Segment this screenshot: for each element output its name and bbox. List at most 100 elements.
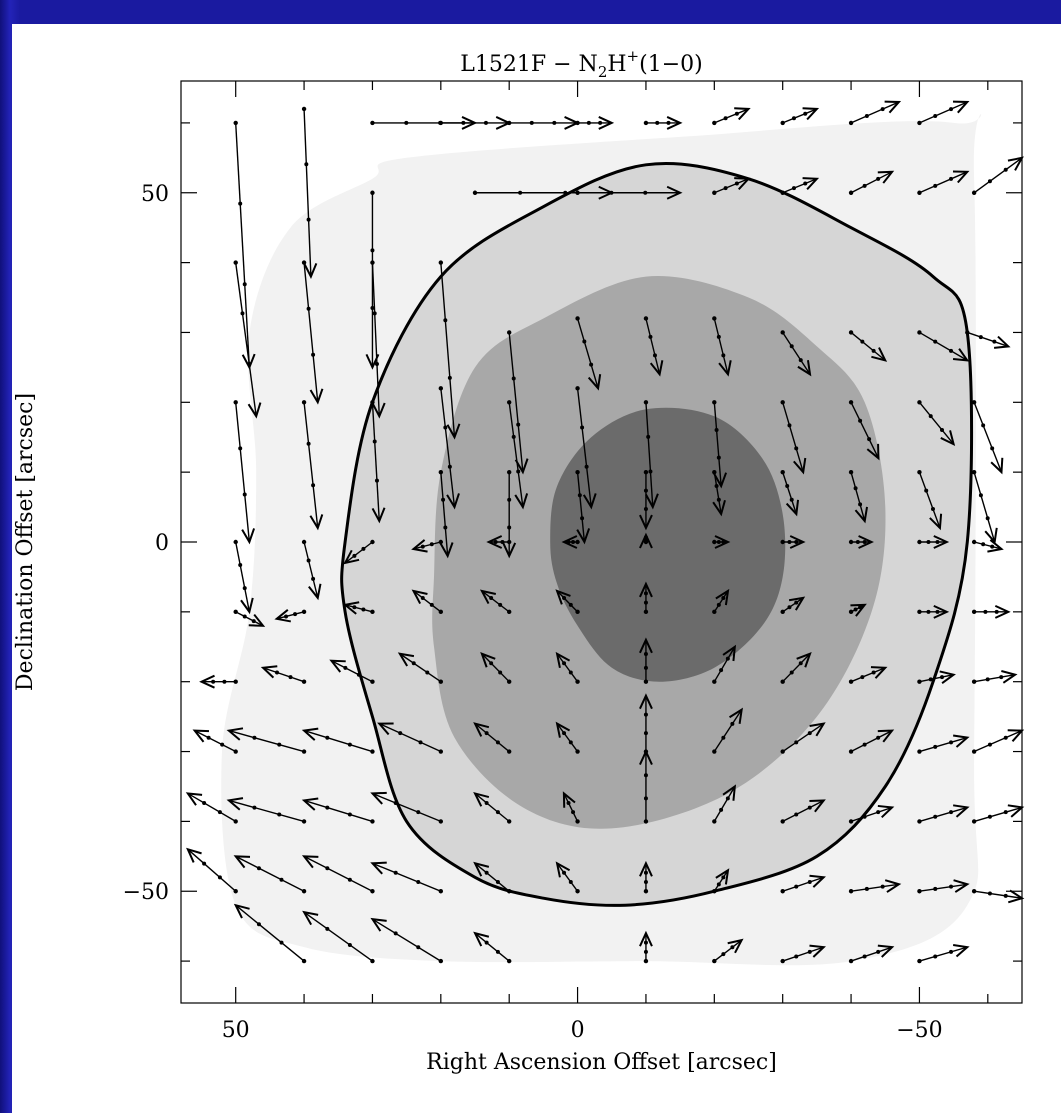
arrow-marker	[789, 344, 794, 349]
arrow-82	[917, 734, 970, 754]
arrow-marker	[949, 176, 954, 181]
arrow-marker	[643, 665, 648, 670]
arrow-marker	[580, 425, 585, 430]
grid-point	[575, 679, 580, 684]
arrow-marker	[716, 882, 721, 887]
arrow-head	[952, 944, 970, 958]
arrow-head	[877, 804, 895, 819]
arrow-55	[712, 588, 730, 615]
grid-point	[506, 889, 512, 894]
arrow-marker	[571, 810, 576, 815]
grid-point	[780, 330, 785, 335]
arrow-marker	[643, 488, 648, 493]
arrow-shaft	[850, 471, 866, 522]
arrow-shaft	[919, 736, 968, 753]
grid-point	[712, 889, 717, 894]
arrow-marker	[734, 111, 739, 116]
arrow-marker	[714, 427, 719, 432]
arrow-shaft	[713, 939, 743, 962]
arrow-1	[301, 106, 318, 279]
arrow-shaft	[782, 799, 825, 823]
arrow-head	[303, 262, 318, 279]
arrow-44	[780, 535, 806, 549]
grid-point	[971, 469, 977, 475]
arrow-7	[712, 316, 732, 377]
grid-point	[506, 330, 512, 335]
arrow-marker	[719, 807, 724, 812]
arrow-3	[438, 260, 461, 440]
arrow-shaft	[303, 402, 319, 529]
arrow-marker	[933, 886, 938, 891]
arrow-112	[639, 930, 653, 964]
title-subscript: 2	[598, 63, 608, 81]
arrow-102	[639, 860, 653, 894]
arrow-shaft	[782, 946, 824, 962]
arrow-head	[370, 917, 387, 932]
arrow-head	[789, 535, 806, 549]
arrow-marker	[924, 488, 929, 493]
grid-point	[780, 889, 785, 894]
arrow-shaft	[919, 674, 954, 683]
arrow-head	[713, 472, 728, 489]
arrow-marker	[807, 949, 812, 954]
grid-point	[917, 469, 922, 475]
arrow-marker	[279, 940, 284, 945]
grid-point	[233, 749, 238, 754]
arrow-marker	[853, 607, 858, 612]
grid-point	[971, 819, 977, 824]
arrow-130	[848, 170, 895, 195]
grid-point	[780, 609, 785, 615]
grid-point	[643, 819, 649, 824]
arrow-marker	[507, 497, 512, 502]
arrow-31	[712, 469, 726, 517]
arrow-marker	[374, 362, 379, 367]
arrow-marker	[949, 810, 954, 815]
contour-level-4	[550, 407, 786, 682]
arrow-marker	[794, 446, 799, 451]
arrow-73	[226, 727, 307, 754]
arrow-head	[233, 903, 250, 919]
arrow-shaft	[850, 604, 866, 613]
arrow-marker	[721, 735, 726, 740]
arrow-head	[952, 348, 970, 362]
arrow-head	[192, 729, 210, 743]
title-prefix: L1521F − N	[460, 52, 598, 77]
arrow-marker	[655, 120, 660, 125]
arrow-marker	[643, 880, 648, 885]
arrow-shaft	[276, 611, 305, 620]
grid-point	[917, 749, 922, 754]
arrow-head	[734, 177, 751, 190]
arrow-40	[486, 535, 512, 549]
arrow-marker	[992, 339, 997, 344]
arrow-marker	[277, 812, 282, 817]
arrow-marker	[256, 866, 261, 871]
grid-point	[233, 120, 238, 126]
arrow-head	[987, 539, 1004, 553]
arrow-marker	[860, 675, 865, 680]
grid-point	[233, 679, 238, 684]
arrow-marker	[794, 600, 799, 605]
arrow-24	[233, 400, 256, 545]
arrow-marker	[529, 120, 534, 125]
arrow-49	[274, 609, 307, 623]
arrow-shaft	[713, 590, 729, 613]
arrow-0	[233, 120, 256, 370]
arrow-marker	[794, 884, 799, 889]
arrow-marker	[489, 661, 494, 666]
grid-point	[917, 539, 922, 545]
arrow-shaft	[713, 318, 729, 375]
arrow-marker	[1003, 810, 1008, 815]
arrow-shaft	[919, 171, 968, 194]
arrow-head	[301, 797, 319, 811]
arrow-shaft	[440, 472, 449, 557]
arrow-marker	[643, 796, 648, 801]
grid-point	[643, 889, 649, 894]
grid-point	[712, 609, 717, 615]
arrow-marker	[725, 656, 730, 661]
arrow-marker	[347, 742, 352, 747]
grid-point	[971, 400, 977, 405]
arrow-shaft	[576, 318, 599, 389]
grid-point	[971, 679, 977, 684]
arrow-marker	[803, 111, 808, 116]
grid-point	[370, 889, 375, 894]
